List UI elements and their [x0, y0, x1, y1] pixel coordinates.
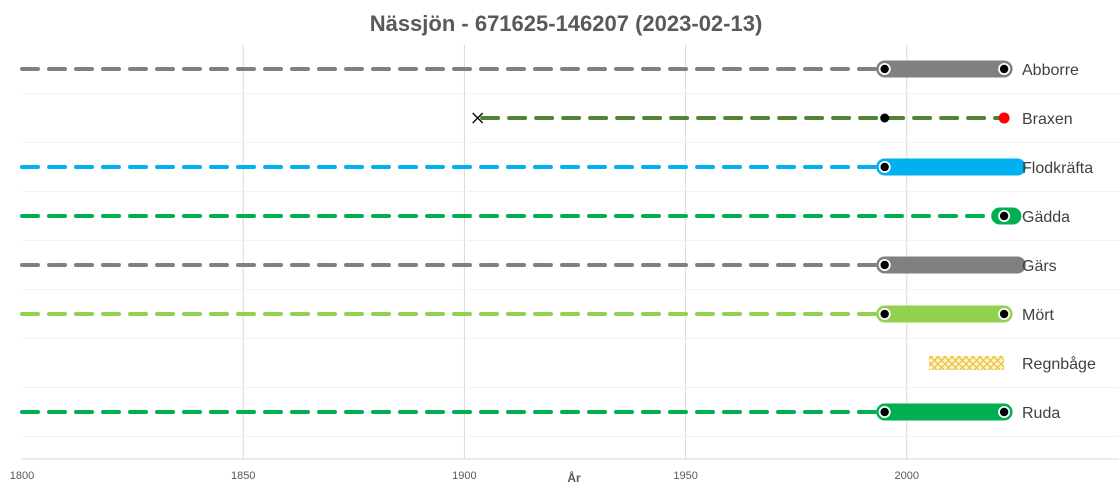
species-rows: Abborre Braxen Flodkräfta Gädda Gärs Mört Regn…	[20, 60, 1096, 422]
record-point-red	[998, 112, 1010, 124]
record-point	[999, 407, 1009, 417]
species-label: Mört	[1022, 307, 1055, 324]
species-row-regnbåge: Regnbåge	[928, 355, 1096, 373]
species-label: Gärs	[1022, 258, 1057, 275]
record-point	[880, 260, 889, 270]
species-label: Flodkräfta	[1022, 160, 1093, 177]
x-tick-label-1800: 1800	[10, 470, 34, 482]
species-label: Gädda	[1022, 209, 1070, 226]
record-point	[880, 64, 889, 74]
hatched-bar	[928, 356, 1005, 370]
x-tick-labels: 1800 1850 1900 1950 2000	[10, 470, 919, 482]
species-row-gärs: Gärs	[20, 256, 1057, 275]
species-row-mört: Mört	[20, 305, 1055, 324]
first-record-marker	[472, 112, 484, 124]
record-point	[880, 309, 889, 319]
x-tick-label-2000: 2000	[895, 470, 919, 482]
species-row-ruda: Ruda	[20, 403, 1060, 422]
record-point	[999, 309, 1009, 319]
x-tick-label-1950: 1950	[673, 470, 697, 482]
record-point	[880, 162, 889, 172]
grid	[22, 45, 1119, 459]
species-row-flodkräfta: Flodkräfta	[20, 158, 1093, 177]
species-label: Braxen	[1022, 111, 1073, 128]
record-point	[880, 113, 890, 123]
species-row-abborre: Abborre	[20, 60, 1079, 79]
x-tick-label-1900: 1900	[452, 470, 476, 482]
x-tick-label-1850: 1850	[231, 470, 255, 482]
chart-title: Nässjön - 671625-146207 (2023-02-13)	[370, 11, 763, 36]
species-row-braxen: Braxen	[472, 111, 1073, 128]
species-label: Ruda	[1022, 405, 1060, 422]
species-label: Abborre	[1022, 62, 1079, 79]
record-point	[880, 407, 889, 417]
species-row-gädda: Gädda	[20, 207, 1070, 226]
species-label: Regnbåge	[1022, 355, 1096, 373]
x-axis-title: År	[567, 470, 581, 484]
record-point	[999, 211, 1009, 221]
record-point	[999, 64, 1009, 74]
